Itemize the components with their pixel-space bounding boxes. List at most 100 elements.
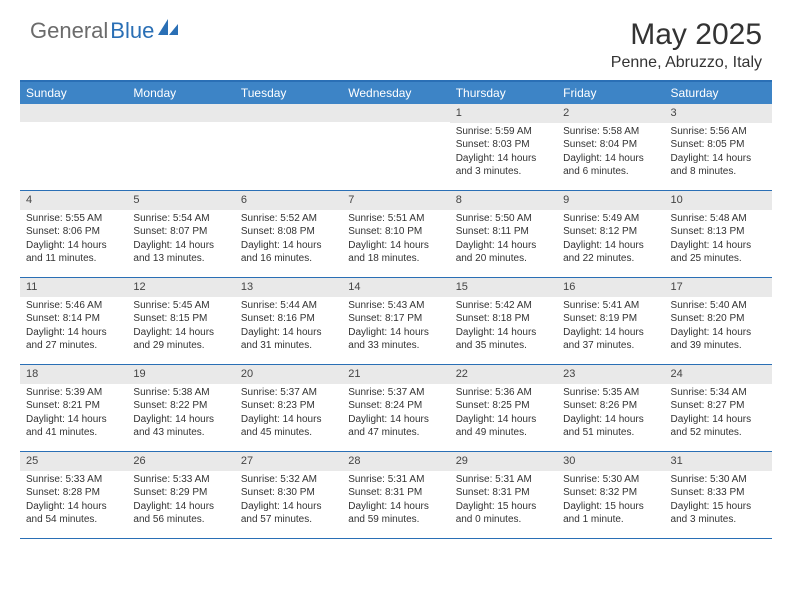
- week-row: 11Sunrise: 5:46 AMSunset: 8:14 PMDayligh…: [20, 278, 772, 365]
- week-row: 25Sunrise: 5:33 AMSunset: 8:28 PMDayligh…: [20, 452, 772, 539]
- weekday-header: Monday: [127, 82, 234, 104]
- sunset-text: Sunset: 8:30 PM: [241, 486, 336, 500]
- sunset-text: Sunset: 8:26 PM: [563, 399, 658, 413]
- day-cell: [342, 104, 449, 190]
- sunrise-text: Sunrise: 5:30 AM: [563, 473, 658, 487]
- sunset-text: Sunset: 8:04 PM: [563, 138, 658, 152]
- sunset-text: Sunset: 8:16 PM: [241, 312, 336, 326]
- day-number-empty: [342, 104, 449, 122]
- sunrise-text: Sunrise: 5:40 AM: [671, 299, 766, 313]
- day-cell: 7Sunrise: 5:51 AMSunset: 8:10 PMDaylight…: [342, 191, 449, 277]
- sunset-text: Sunset: 8:18 PM: [456, 312, 551, 326]
- day-number: 14: [342, 278, 449, 297]
- sunrise-text: Sunrise: 5:42 AM: [456, 299, 551, 313]
- sunset-text: Sunset: 8:17 PM: [348, 312, 443, 326]
- day-cell: [127, 104, 234, 190]
- weekday-header: Saturday: [665, 82, 772, 104]
- day-cell: 14Sunrise: 5:43 AMSunset: 8:17 PMDayligh…: [342, 278, 449, 364]
- day-cell: 11Sunrise: 5:46 AMSunset: 8:14 PMDayligh…: [20, 278, 127, 364]
- sunset-text: Sunset: 8:15 PM: [133, 312, 228, 326]
- sunset-text: Sunset: 8:25 PM: [456, 399, 551, 413]
- day-cell: 15Sunrise: 5:42 AMSunset: 8:18 PMDayligh…: [450, 278, 557, 364]
- location-label: Penne, Abruzzo, Italy: [611, 54, 762, 72]
- logo-text-blue: Blue: [110, 18, 154, 44]
- sunrise-text: Sunrise: 5:38 AM: [133, 386, 228, 400]
- sunset-text: Sunset: 8:33 PM: [671, 486, 766, 500]
- title-block: May 2025 Penne, Abruzzo, Italy: [611, 18, 762, 72]
- day-number: 16: [557, 278, 664, 297]
- day-cell: 16Sunrise: 5:41 AMSunset: 8:19 PMDayligh…: [557, 278, 664, 364]
- sunset-text: Sunset: 8:28 PM: [26, 486, 121, 500]
- sunset-text: Sunset: 8:22 PM: [133, 399, 228, 413]
- sunrise-text: Sunrise: 5:49 AM: [563, 212, 658, 226]
- day-cell: [235, 104, 342, 190]
- day-info: Sunrise: 5:59 AMSunset: 8:03 PMDaylight:…: [450, 123, 557, 185]
- daylight-text: Daylight: 14 hours and 43 minutes.: [133, 413, 228, 440]
- sunset-text: Sunset: 8:24 PM: [348, 399, 443, 413]
- day-cell: 4Sunrise: 5:55 AMSunset: 8:06 PMDaylight…: [20, 191, 127, 277]
- day-number: 5: [127, 191, 234, 210]
- sunrise-text: Sunrise: 5:31 AM: [456, 473, 551, 487]
- day-info: Sunrise: 5:50 AMSunset: 8:11 PMDaylight:…: [450, 210, 557, 272]
- sunset-text: Sunset: 8:20 PM: [671, 312, 766, 326]
- sunset-text: Sunset: 8:21 PM: [26, 399, 121, 413]
- week-row: 18Sunrise: 5:39 AMSunset: 8:21 PMDayligh…: [20, 365, 772, 452]
- daylight-text: Daylight: 14 hours and 33 minutes.: [348, 326, 443, 353]
- day-info: Sunrise: 5:52 AMSunset: 8:08 PMDaylight:…: [235, 210, 342, 272]
- day-info: Sunrise: 5:32 AMSunset: 8:30 PMDaylight:…: [235, 471, 342, 533]
- day-cell: [20, 104, 127, 190]
- weekday-header: Friday: [557, 82, 664, 104]
- day-info: Sunrise: 5:55 AMSunset: 8:06 PMDaylight:…: [20, 210, 127, 272]
- daylight-text: Daylight: 15 hours and 1 minute.: [563, 500, 658, 527]
- day-number-empty: [235, 104, 342, 122]
- day-cell: 5Sunrise: 5:54 AMSunset: 8:07 PMDaylight…: [127, 191, 234, 277]
- sunrise-text: Sunrise: 5:50 AM: [456, 212, 551, 226]
- sunrise-text: Sunrise: 5:37 AM: [348, 386, 443, 400]
- daylight-text: Daylight: 14 hours and 20 minutes.: [456, 239, 551, 266]
- logo: GeneralBlue: [30, 18, 180, 44]
- daylight-text: Daylight: 14 hours and 51 minutes.: [563, 413, 658, 440]
- day-number: 26: [127, 452, 234, 471]
- sunset-text: Sunset: 8:03 PM: [456, 138, 551, 152]
- sunrise-text: Sunrise: 5:58 AM: [563, 125, 658, 139]
- day-cell: 27Sunrise: 5:32 AMSunset: 8:30 PMDayligh…: [235, 452, 342, 538]
- daylight-text: Daylight: 14 hours and 37 minutes.: [563, 326, 658, 353]
- day-number: 12: [127, 278, 234, 297]
- day-number: 30: [557, 452, 664, 471]
- sunrise-text: Sunrise: 5:46 AM: [26, 299, 121, 313]
- sunrise-text: Sunrise: 5:48 AM: [671, 212, 766, 226]
- day-number: 29: [450, 452, 557, 471]
- day-cell: 30 Sunrise: 5:30 AMSunset: 8:32 PMDayligh…: [557, 452, 664, 538]
- sunset-text: Sunset: 8:23 PM: [241, 399, 336, 413]
- day-number: 17: [665, 278, 772, 297]
- day-info: Sunrise: 5:48 AMSunset: 8:13 PMDaylight:…: [665, 210, 772, 272]
- day-cell: 9Sunrise: 5:49 AMSunset: 8:12 PMDaylight…: [557, 191, 664, 277]
- sunset-text: Sunset: 8:32 PM: [563, 486, 658, 500]
- sunrise-text: Sunrise: 5:39 AM: [26, 386, 121, 400]
- day-info: Sunrise: 5:40 AMSunset: 8:20 PMDaylight:…: [665, 297, 772, 359]
- sunrise-text: Sunrise: 5:30 AM: [671, 473, 766, 487]
- sunrise-text: Sunrise: 5:31 AM: [348, 473, 443, 487]
- day-cell: 20Sunrise: 5:37 AMSunset: 8:23 PMDayligh…: [235, 365, 342, 451]
- day-info: Sunrise: 5:31 AMSunset: 8:31 PMDaylight:…: [450, 471, 557, 533]
- day-number: 23: [557, 365, 664, 384]
- day-number: 25: [20, 452, 127, 471]
- daylight-text: Daylight: 14 hours and 11 minutes.: [26, 239, 121, 266]
- daylight-text: Daylight: 14 hours and 41 minutes.: [26, 413, 121, 440]
- daylight-text: Daylight: 14 hours and 31 minutes.: [241, 326, 336, 353]
- sunrise-text: Sunrise: 5:35 AM: [563, 386, 658, 400]
- month-title: May 2025: [611, 18, 762, 52]
- day-number: 11: [20, 278, 127, 297]
- daylight-text: Daylight: 14 hours and 22 minutes.: [563, 239, 658, 266]
- day-cell: 2Sunrise: 5:58 AMSunset: 8:04 PMDaylight…: [557, 104, 664, 190]
- sunrise-text: Sunrise: 5:45 AM: [133, 299, 228, 313]
- sunrise-text: Sunrise: 5:36 AM: [456, 386, 551, 400]
- sunset-text: Sunset: 8:29 PM: [133, 486, 228, 500]
- day-number: 10: [665, 191, 772, 210]
- daylight-text: Daylight: 14 hours and 27 minutes.: [26, 326, 121, 353]
- day-info: Sunrise: 5:39 AMSunset: 8:21 PMDaylight:…: [20, 384, 127, 446]
- weekday-header: Tuesday: [235, 82, 342, 104]
- sunrise-text: Sunrise: 5:41 AM: [563, 299, 658, 313]
- day-info: Sunrise: 5:35 AMSunset: 8:26 PMDaylight:…: [557, 384, 664, 446]
- sunrise-text: Sunrise: 5:56 AM: [671, 125, 766, 139]
